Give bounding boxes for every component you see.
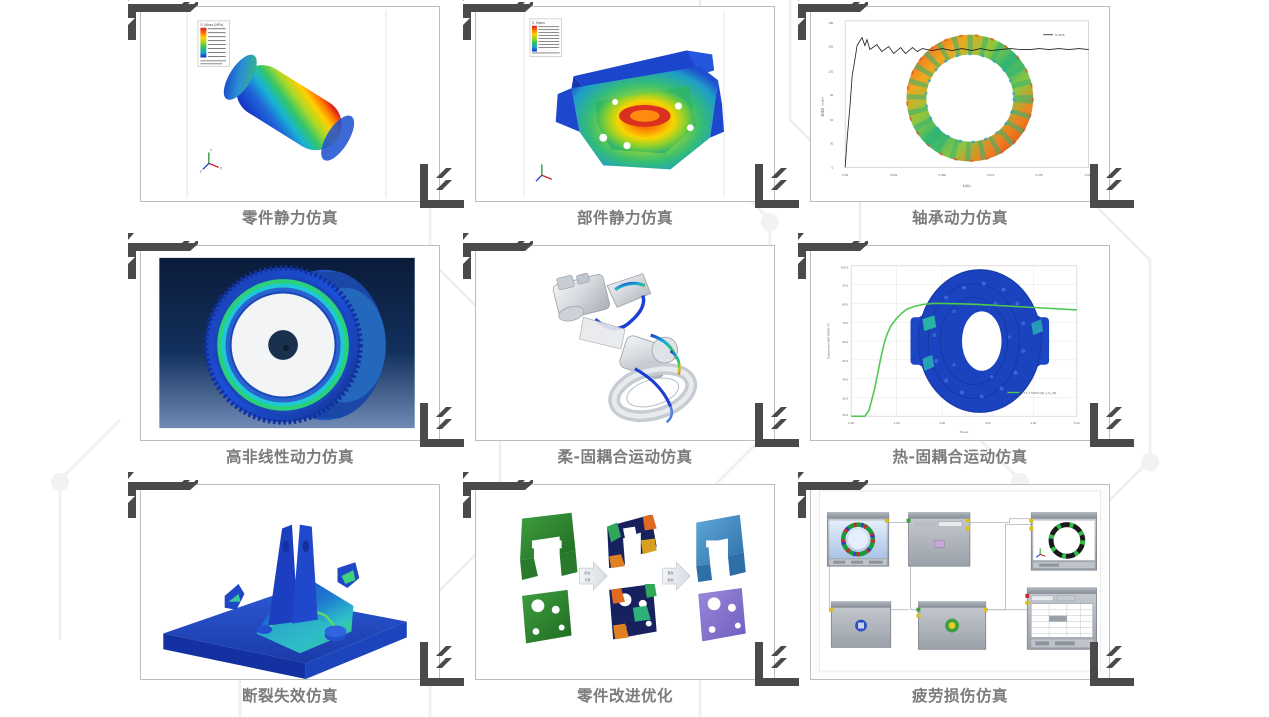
card-frame: S, Mises (MPa) xyxy=(140,6,440,202)
stage-topology-result xyxy=(607,514,657,640)
svg-text:N:3025: N:3025 xyxy=(1055,33,1065,37)
svg-text:90.0: 90.0 xyxy=(842,284,848,288)
svg-text:优化: 优化 xyxy=(584,570,590,575)
svg-text:Temperature (NDTEMP) /°C: Temperature (NDTEMP) /°C xyxy=(826,322,830,360)
card-frame xyxy=(140,484,440,680)
svg-text:0.00: 0.00 xyxy=(848,421,854,425)
svg-text:30.0: 30.0 xyxy=(842,396,848,400)
thumbnail-workflow-node-diagram xyxy=(811,485,1109,679)
svg-text:90: 90 xyxy=(830,93,834,97)
workflow-node-solver xyxy=(829,601,892,648)
card-bearing-dynamics[interactable]: 180 150 120 90 60 30 0 角速度（rad/s） 0.06 0… xyxy=(798,0,1137,239)
card-caption: 疲劳损伤仿真 xyxy=(911,687,1008,705)
svg-text:0.064: 0.064 xyxy=(890,173,898,177)
card-caption: 热-固耦合运动仿真 xyxy=(892,448,1028,466)
contour-legend-box: S, Mises (MPa) xyxy=(197,20,230,67)
svg-text:50.0: 50.0 xyxy=(842,359,848,363)
svg-text:60: 60 xyxy=(830,118,834,122)
chart-series-line xyxy=(851,302,1077,418)
card-component-static[interactable]: S, Mises xyxy=(463,0,802,239)
card-fracture-failure[interactable]: 断裂失效仿真 xyxy=(128,472,467,717)
svg-text:5.00: 5.00 xyxy=(1074,421,1080,425)
svg-text:结构: 结构 xyxy=(668,577,674,582)
chart-legend: N:3025 xyxy=(1043,33,1065,37)
workflow-node-postproc xyxy=(916,601,988,650)
xyz-axis-triad: Y X Z xyxy=(200,149,223,174)
card-caption: 断裂失效仿真 xyxy=(241,687,338,705)
thumbnail-topology-optimization-flow: 优化 计算 xyxy=(476,485,774,679)
svg-text:角速度（rad/s）: 角速度（rad/s） xyxy=(819,95,824,116)
card-caption: 轴承动力仿真 xyxy=(911,209,1008,227)
svg-text:2.00: 2.00 xyxy=(939,421,945,425)
svg-text:120: 120 xyxy=(828,69,833,73)
thumbnail-thermal-chart-disc: 100.0 90.0 80.0 70.0 60.0 50.0 40.0 30.0… xyxy=(811,246,1109,440)
flow-arrow-2: 更新 结构 xyxy=(662,561,691,591)
svg-text:180: 180 xyxy=(828,21,833,25)
flow-arrow-1: 优化 计算 xyxy=(579,561,608,591)
svg-text:0.068: 0.068 xyxy=(938,173,946,177)
thumbnail-fracture-render xyxy=(141,485,439,679)
thumbnail-gear-ring-render xyxy=(141,246,439,440)
svg-text:80.0: 80.0 xyxy=(842,302,848,306)
svg-text:计算: 计算 xyxy=(584,577,590,582)
workflow-node-table xyxy=(1025,587,1097,650)
svg-text:0.06: 0.06 xyxy=(842,173,848,177)
workflow-node-config xyxy=(906,512,971,567)
svg-text:S, Mises: S, Mises xyxy=(532,21,545,25)
thumbnail-bearing-dynamics-chart: 180 150 120 90 60 30 0 角速度（rad/s） 0.06 0… xyxy=(811,7,1109,201)
svg-text:更新: 更新 xyxy=(668,570,674,575)
svg-text:70.0: 70.0 xyxy=(842,321,848,325)
brake-disc-render xyxy=(910,269,1050,413)
svg-text:1.00: 1.00 xyxy=(894,421,900,425)
card-part-optimization[interactable]: 优化 计算 xyxy=(463,472,802,717)
svg-text:4.00: 4.00 xyxy=(1030,421,1036,425)
card-caption: 零件静力仿真 xyxy=(241,209,338,227)
card-caption: 部件静力仿真 xyxy=(576,209,673,227)
card-thermal-structural[interactable]: 100.0 90.0 80.0 70.0 60.0 50.0 40.0 30.0… xyxy=(798,233,1137,478)
thumbnail-fea-cylinder-contour: S, Mises (MPa) xyxy=(141,7,439,201)
card-caption: 零件改进优化 xyxy=(576,687,673,705)
svg-text:60.0: 60.0 xyxy=(842,340,848,344)
chart-legend: PT.T-1 N:500 (SE_1 E_28) xyxy=(1007,391,1056,395)
workflow-node-results xyxy=(1029,512,1097,571)
card-frame: S, Mises xyxy=(475,6,775,202)
svg-text:时间/s: 时间/s xyxy=(963,183,972,188)
svg-text:X: X xyxy=(220,166,223,170)
stage-original xyxy=(520,512,578,644)
card-frame: 100.0 90.0 80.0 70.0 60.0 50.0 40.0 30.0… xyxy=(810,245,1110,441)
contour-legend-box: S, Mises xyxy=(529,18,562,57)
workflow-node-viewer xyxy=(826,512,890,567)
xyz-axis-triad xyxy=(535,164,552,182)
svg-text:0.076: 0.076 xyxy=(1035,173,1043,177)
thumbnail-fea-bracket-contour: S, Mises xyxy=(476,7,774,201)
card-fatigue-damage[interactable]: 疲劳损伤仿真 xyxy=(798,472,1137,717)
svg-text:40.0: 40.0 xyxy=(842,378,848,382)
card-flex-rigid-coupling[interactable]: 柔-固耦合运动仿真 xyxy=(463,233,802,478)
card-caption: 高非线性动力仿真 xyxy=(225,448,354,466)
card-high-nonlinear-dynamics[interactable]: 高非线性动力仿真 xyxy=(128,233,467,478)
card-frame xyxy=(475,245,775,441)
card-frame xyxy=(810,484,1110,680)
thumbnail-mechanism-assembly xyxy=(476,246,774,440)
svg-text:0.072: 0.072 xyxy=(987,173,995,177)
svg-text:Y: Y xyxy=(210,149,213,153)
svg-text:PT.T-1 N:500 (SE_1 E_28): PT.T-1 N:500 (SE_1 E_28) xyxy=(1021,391,1056,395)
svg-text:Time/s: Time/s xyxy=(960,430,969,434)
svg-text:3.00: 3.00 xyxy=(985,421,991,425)
bearing-ring-contour xyxy=(906,34,1034,162)
svg-text:Z: Z xyxy=(200,169,202,173)
svg-text:150: 150 xyxy=(828,45,833,49)
card-frame: 优化 计算 xyxy=(475,484,775,680)
svg-text:20.0: 20.0 xyxy=(842,413,848,417)
card-frame xyxy=(140,245,440,441)
svg-text:30: 30 xyxy=(830,142,834,146)
card-caption: 柔-固耦合运动仿真 xyxy=(557,448,693,466)
card-frame: 180 150 120 90 60 30 0 角速度（rad/s） 0.06 0… xyxy=(810,6,1110,202)
card-part-static[interactable]: S, Mises (MPa) xyxy=(128,0,467,239)
svg-text:0.08: 0.08 xyxy=(1085,173,1091,177)
svg-text:100.0: 100.0 xyxy=(841,266,849,270)
svg-text:S, Mises (MPa): S, Mises (MPa) xyxy=(200,23,223,27)
